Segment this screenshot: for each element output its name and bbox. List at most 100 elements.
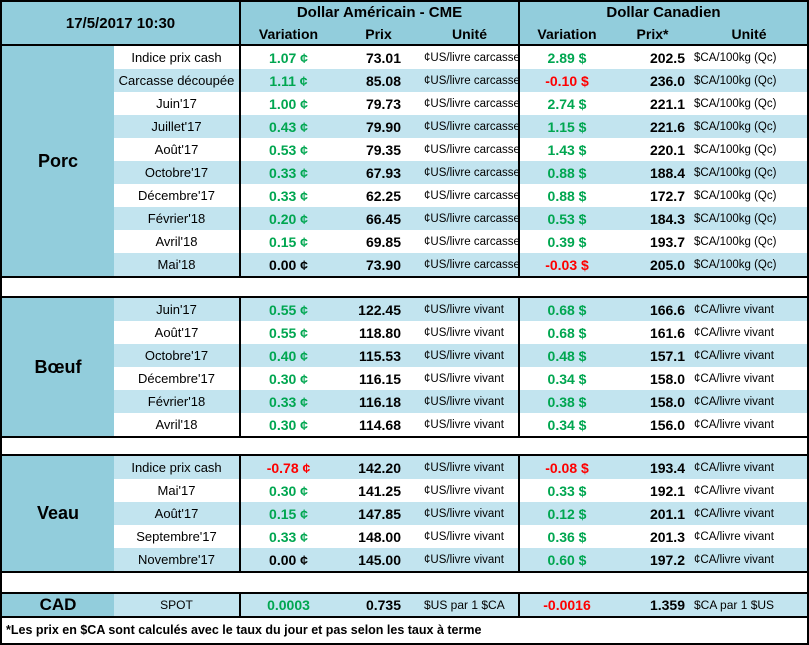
cad-section-header: Dollar Canadien bbox=[606, 4, 721, 21]
cad-price-cell: 172.7 bbox=[649, 187, 685, 204]
usd-unit-cell: ¢US/livre vivant bbox=[421, 413, 520, 436]
usd-variation-cell: 1.07 ¢ bbox=[269, 49, 308, 66]
usd-price-cell: 69.85 bbox=[365, 233, 401, 250]
cad-unit-cell: ¢CA/livre vivant bbox=[694, 530, 774, 543]
usd-price-cell: 147.85 bbox=[336, 502, 421, 525]
usd-unit-cell: ¢US/livre carcasse bbox=[421, 184, 520, 207]
usd-unit-cell: ¢US/livre vivant bbox=[421, 502, 520, 525]
section-divider bbox=[2, 573, 807, 592]
cad-variation-cell: -0.0016 bbox=[520, 594, 614, 616]
cad-unit-cell: ¢CA/livre vivant bbox=[694, 372, 774, 385]
datetime-header: 17/5/2017 10:30 bbox=[2, 2, 241, 44]
usd-unit-cell: ¢US/livre vivant bbox=[421, 344, 520, 367]
usd-unit-cell: ¢US/livre carcasse bbox=[421, 46, 520, 69]
cad-unit-cell: $CA/100kg (Qc) bbox=[691, 115, 807, 138]
usd-price-cell: 62.25 bbox=[365, 187, 401, 204]
usd-price-cell: 67.93 bbox=[336, 161, 421, 184]
usd-variation-cell: 0.15 ¢ bbox=[241, 502, 336, 525]
cad-variation-cell: 0.60 $ bbox=[520, 548, 614, 571]
cad-variation-cell: 0.88 $ bbox=[547, 187, 587, 204]
usd-unit-cell: ¢US/livre carcasse bbox=[421, 253, 520, 276]
row-label: Août'17 bbox=[114, 138, 241, 161]
cad-price-cell: 192.1 bbox=[649, 482, 685, 499]
cad-variation-cell: 0.34 $ bbox=[547, 416, 587, 433]
section-veau: Veau Indice prix cash -0.78 ¢ 142.20 ¢US… bbox=[2, 454, 807, 573]
usd-price-cell: 148.00 bbox=[358, 528, 401, 545]
section-divider bbox=[2, 278, 807, 296]
cad-variation-cell: 0.53 $ bbox=[520, 207, 614, 230]
usd-variation-cell: 0.33 ¢ bbox=[269, 187, 308, 204]
cad-variation-cell: 0.88 $ bbox=[520, 161, 614, 184]
cad-price-cell: 221.1 bbox=[649, 95, 685, 112]
table-header: 17/5/2017 10:30 Dollar Américain - CME D… bbox=[2, 2, 807, 46]
cad-variation-cell: 0.38 $ bbox=[520, 390, 614, 413]
usd-unit-cell: ¢US/livre vivant bbox=[421, 321, 520, 344]
row-label: Décembre'17 bbox=[114, 367, 241, 390]
usd-unit-cell: ¢US/livre carcasse bbox=[421, 230, 520, 253]
row-label: Novembre'17 bbox=[114, 548, 241, 571]
cad-unit-cell: ¢CA/livre vivant bbox=[691, 502, 807, 525]
cad-price-cell: 158.0 bbox=[614, 390, 691, 413]
cad-unit-cell: $CA/100kg (Qc) bbox=[694, 235, 777, 248]
usd-variation-cell: 0.55 ¢ bbox=[269, 324, 308, 341]
usd-unit-cell: ¢US/livre vivant bbox=[421, 525, 520, 548]
cad-variation-cell: 0.68 $ bbox=[520, 298, 614, 321]
cad-spot-row: CAD SPOT 0.0003 0.735 $US par 1 $CA -0.0… bbox=[2, 592, 807, 618]
cad-price-cell: 205.0 bbox=[614, 253, 691, 276]
cad-price-cell: 166.6 bbox=[614, 298, 691, 321]
usd-price-cell: 116.18 bbox=[336, 390, 421, 413]
usd-variation-cell: -0.78 ¢ bbox=[241, 456, 336, 479]
usd-price-cell: 73.01 bbox=[365, 49, 401, 66]
usd-variation-cell: 0.15 ¢ bbox=[269, 233, 308, 250]
cad-unit-cell: $CA/100kg (Qc) bbox=[691, 69, 807, 92]
cad-price-cell: 158.0 bbox=[649, 370, 685, 387]
cad-price-cell: 197.2 bbox=[614, 548, 691, 571]
usd-variation-cell: 0.30 ¢ bbox=[269, 482, 308, 499]
usd-unit-cell: ¢US/livre vivant bbox=[421, 298, 520, 321]
cad-price-cell: 220.1 bbox=[649, 141, 685, 158]
usd-price-cell: 79.73 bbox=[365, 95, 401, 112]
usd-variation-cell: 0.30 ¢ bbox=[269, 370, 308, 387]
usd-price-cell: 115.53 bbox=[336, 344, 421, 367]
cad-unit-cell: ¢CA/livre vivant bbox=[691, 344, 807, 367]
usd-price-cell: 142.20 bbox=[336, 456, 421, 479]
cad-variation-cell: 0.36 $ bbox=[547, 528, 587, 545]
usd-price-cell: 79.35 bbox=[365, 141, 401, 158]
usd-price-column-header: Prix bbox=[365, 25, 392, 42]
cad-variation-cell: -0.03 $ bbox=[520, 253, 614, 276]
section-porc: Porc Indice prix cash 1.07 ¢ 73.01 ¢US/l… bbox=[2, 46, 807, 278]
usd-unit-cell: ¢US/livre carcasse bbox=[421, 138, 520, 161]
section-label-boeuf: Bœuf bbox=[2, 298, 114, 436]
usd-price-cell: 66.45 bbox=[336, 207, 421, 230]
cad-unit-cell: $CA/100kg (Qc) bbox=[694, 143, 777, 156]
row-label: SPOT bbox=[114, 594, 241, 616]
cad-price-cell: 193.4 bbox=[614, 456, 691, 479]
cad-price-cell: 202.5 bbox=[649, 49, 685, 66]
usd-price-cell: 114.68 bbox=[358, 416, 401, 433]
row-label: Carcasse découpée bbox=[114, 69, 241, 92]
cad-price-cell: 221.6 bbox=[614, 115, 691, 138]
cad-unit-cell: ¢CA/livre vivant bbox=[694, 326, 774, 339]
cad-price-cell: 201.1 bbox=[614, 502, 691, 525]
cad-unit-cell: $CA par 1 $US bbox=[691, 594, 807, 616]
cad-variation-cell: 2.74 $ bbox=[547, 95, 587, 112]
usd-variation-cell: 0.40 ¢ bbox=[241, 344, 336, 367]
usd-variation-cell: 0.20 ¢ bbox=[241, 207, 336, 230]
cad-unit-cell: ¢CA/livre vivant bbox=[691, 298, 807, 321]
row-label: Juillet'17 bbox=[114, 115, 241, 138]
row-label: Indice prix cash bbox=[114, 46, 241, 69]
row-label: Août'17 bbox=[114, 321, 241, 344]
usd-price-cell: 122.45 bbox=[336, 298, 421, 321]
section-label-veau: Veau bbox=[2, 456, 114, 571]
usd-variation-cell: 0.33 ¢ bbox=[269, 528, 308, 545]
usd-unit-cell: ¢US/livre carcasse bbox=[421, 69, 520, 92]
row-label: Août'17 bbox=[114, 502, 241, 525]
usd-price-cell: 118.80 bbox=[358, 324, 401, 341]
usd-price-cell: 116.15 bbox=[358, 370, 401, 387]
cad-unit-cell: ¢CA/livre vivant bbox=[691, 390, 807, 413]
row-label: Février'18 bbox=[114, 207, 241, 230]
row-label: Octobre'17 bbox=[114, 161, 241, 184]
cad-unit-cell: ¢CA/livre vivant bbox=[691, 548, 807, 571]
cad-variation-cell: 1.15 $ bbox=[520, 115, 614, 138]
usd-unit-column-header: Unité bbox=[421, 23, 520, 44]
